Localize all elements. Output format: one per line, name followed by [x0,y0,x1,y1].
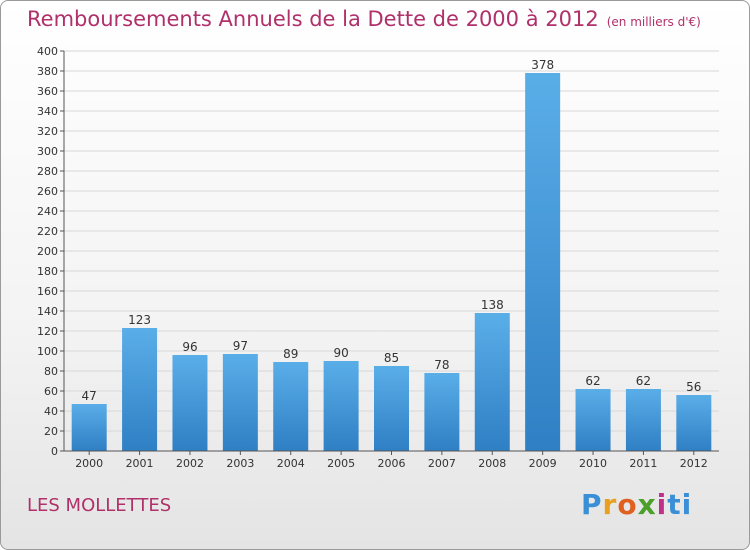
y-tick-label: 220 [37,225,58,238]
y-tick-label: 120 [37,325,58,338]
bar [273,362,309,451]
value-label: 62 [636,374,651,388]
y-tick-label: 360 [37,85,58,98]
y-tick-label: 100 [37,345,58,358]
y-tick-label: 180 [37,265,58,278]
y-tick-label: 300 [37,145,58,158]
value-label: 56 [686,380,701,394]
bar [474,313,510,451]
value-label: 62 [585,374,600,388]
x-tick-label: 2007 [428,457,456,470]
x-tick-label: 2008 [478,457,506,470]
logo-letter: ti [667,488,693,521]
value-label: 138 [481,298,504,312]
value-label: 78 [434,358,449,372]
bar [525,73,561,451]
y-tick-label: 0 [51,445,58,458]
bar [222,354,258,451]
bar [122,328,158,451]
value-label: 123 [128,313,151,327]
x-tick-label: 2002 [176,457,204,470]
logo-letter: r [602,488,618,521]
y-tick-label: 40 [44,405,58,418]
y-tick-label: 20 [44,425,58,438]
x-tick-label: 2000 [75,457,103,470]
y-tick-label: 80 [44,365,58,378]
logo-letter: o [617,488,638,521]
value-label: 97 [233,339,248,353]
y-tick-label: 340 [37,105,58,118]
proxiti-logo: Proxiti [581,488,692,521]
x-tick-label: 2012 [680,457,708,470]
value-label: 378 [531,58,554,72]
bar [374,366,409,451]
value-label: 89 [283,347,298,361]
bar [172,355,208,451]
bar [71,404,107,451]
chart-unit: (en milliers d'€) [606,15,701,29]
place-name: LES MOLLETTES [27,495,172,516]
y-tick-label: 320 [37,125,58,138]
x-tick-label: 2004 [277,457,305,470]
chart-title-text: Remboursements Annuels de la Dette de 20… [27,7,599,31]
x-tick-label: 2005 [327,457,355,470]
y-tick-label: 400 [37,45,58,58]
bar [625,389,661,451]
bar [575,389,611,451]
x-tick-label: 2001 [126,457,154,470]
y-tick-label: 60 [44,385,58,398]
value-label: 47 [82,389,97,403]
y-tick-label: 140 [37,305,58,318]
bar [323,361,359,451]
value-label: 96 [182,340,197,354]
value-label: 85 [384,351,399,365]
x-tick-label: 2009 [529,457,557,470]
x-tick-label: 2003 [226,457,254,470]
x-tick-label: 2011 [629,457,657,470]
logo-letter: x [637,488,657,521]
x-tick-label: 2010 [579,457,607,470]
y-tick-label: 260 [37,185,58,198]
y-tick-label: 280 [37,165,58,178]
value-label: 90 [333,346,348,360]
bar [424,373,460,451]
bar [676,395,712,451]
y-tick-label: 240 [37,205,58,218]
y-tick-label: 380 [37,65,58,78]
y-tick-label: 200 [37,245,58,258]
logo-letter: P [581,488,603,521]
chart-title: Remboursements Annuels de la Dette de 20… [27,7,701,31]
logo-letter: i [656,488,668,521]
x-tick-label: 2006 [378,457,406,470]
y-tick-label: 160 [37,285,58,298]
